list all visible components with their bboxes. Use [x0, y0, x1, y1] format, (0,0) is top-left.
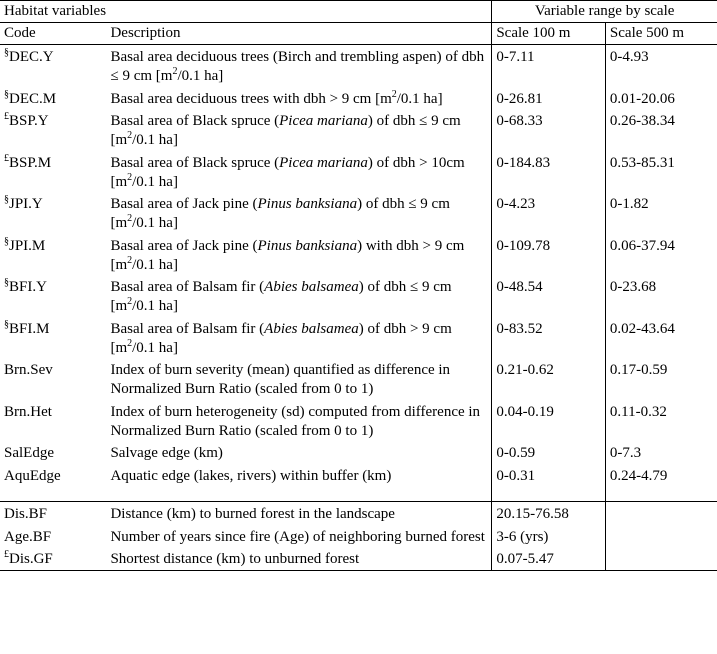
description-cell: Basal area of Jack pine (Pinus banksiana…	[106, 234, 491, 276]
description-cell: Number of years since fire (Age) of neig…	[106, 525, 491, 548]
code-cell: §JPI.Y	[0, 192, 106, 234]
scale-500-cell	[605, 501, 717, 524]
table-row: Brn.HetIndex of burn heterogeneity (sd) …	[0, 400, 717, 442]
scale-100-cell: 0-83.52	[492, 317, 606, 359]
scale-100-cell: 0.04-0.19	[492, 400, 606, 442]
code-cell: Brn.Het	[0, 400, 106, 442]
scale-100-cell: 0-68.33	[492, 109, 606, 151]
table-row: £BSP.YBasal area of Black spruce (Picea …	[0, 109, 717, 151]
description-cell: Salvage edge (km)	[106, 441, 491, 464]
table-row: Age.BFNumber of years since fire (Age) o…	[0, 525, 717, 548]
header-code: Code	[0, 23, 106, 45]
section-separator	[0, 487, 717, 502]
scale-100-cell: 0-109.78	[492, 234, 606, 276]
description-cell: Basal area of Balsam fir (Abies balsamea…	[106, 275, 491, 317]
scale-500-cell: 0.01-20.06	[605, 87, 717, 110]
table-row: Dis.BFDistance (km) to burned forest in …	[0, 501, 717, 524]
scale-500-cell: 0.53-85.31	[605, 151, 717, 193]
table-row: Brn.SevIndex of burn severity (mean) qua…	[0, 358, 717, 400]
description-cell: Basal area deciduous trees (Birch and tr…	[106, 45, 491, 87]
description-cell: Basal area of Jack pine (Pinus banksiana…	[106, 192, 491, 234]
scale-500-cell: 0.24-4.79	[605, 464, 717, 487]
scale-500-cell: 0.06-37.94	[605, 234, 717, 276]
code-cell: §DEC.M	[0, 87, 106, 110]
table-row: §JPI.YBasal area of Jack pine (Pinus ban…	[0, 192, 717, 234]
scale-100-cell: 0.07-5.47	[492, 547, 606, 570]
code-cell: SalEdge	[0, 441, 106, 464]
scale-500-cell: 0.17-0.59	[605, 358, 717, 400]
code-cell: £Dis.GF	[0, 547, 106, 570]
description-cell: Distance (km) to burned forest in the la…	[106, 501, 491, 524]
code-cell: Age.BF	[0, 525, 106, 548]
header-scale-100: Scale 100 m	[492, 23, 606, 45]
scale-100-cell: 0-48.54	[492, 275, 606, 317]
code-cell: §BFI.Y	[0, 275, 106, 317]
scale-500-cell: 0-4.93	[605, 45, 717, 87]
code-cell: AquEdge	[0, 464, 106, 487]
scale-100-cell: 0-0.31	[492, 464, 606, 487]
table-row: SalEdgeSalvage edge (km)0-0.590-7.3	[0, 441, 717, 464]
habitat-variables-table: Habitat variables Variable range by scal…	[0, 0, 717, 571]
scale-100-cell: 0-4.23	[492, 192, 606, 234]
code-cell: §DEC.Y	[0, 45, 106, 87]
code-cell: £BSP.M	[0, 151, 106, 193]
scale-500-cell: 0-1.82	[605, 192, 717, 234]
scale-100-cell: 0-184.83	[492, 151, 606, 193]
scale-100-cell: 0-0.59	[492, 441, 606, 464]
description-cell: Index of burn severity (mean) quantified…	[106, 358, 491, 400]
scale-100-cell: 20.15-76.58	[492, 501, 606, 524]
code-cell: §JPI.M	[0, 234, 106, 276]
header-description: Description	[106, 23, 491, 45]
scale-500-cell: 0.11-0.32	[605, 400, 717, 442]
description-cell: Basal area of Black spruce (Picea marian…	[106, 151, 491, 193]
scale-500-cell	[605, 547, 717, 570]
description-cell: Basal area of Balsam fir (Abies balsamea…	[106, 317, 491, 359]
scale-500-cell: 0-23.68	[605, 275, 717, 317]
description-cell: Basal area deciduous trees with dbh > 9 …	[106, 87, 491, 110]
scale-100-cell: 0-26.81	[492, 87, 606, 110]
code-cell: §BFI.M	[0, 317, 106, 359]
description-cell: Basal area of Black spruce (Picea marian…	[106, 109, 491, 151]
code-cell: £BSP.Y	[0, 109, 106, 151]
scale-500-cell	[605, 525, 717, 548]
table-row: £BSP.MBasal area of Black spruce (Picea …	[0, 151, 717, 193]
description-cell: Index of burn heterogeneity (sd) compute…	[106, 400, 491, 442]
scale-500-cell: 0.26-38.34	[605, 109, 717, 151]
table-row: AquEdgeAquatic edge (lakes, rivers) with…	[0, 464, 717, 487]
header-range: Variable range by scale	[492, 1, 717, 23]
code-cell: Dis.BF	[0, 501, 106, 524]
table-row: §BFI.YBasal area of Balsam fir (Abies ba…	[0, 275, 717, 317]
scale-100-cell: 0.21-0.62	[492, 358, 606, 400]
header-habitat: Habitat variables	[0, 1, 492, 23]
table-row: §DEC.MBasal area deciduous trees with db…	[0, 87, 717, 110]
table-row: §JPI.MBasal area of Jack pine (Pinus ban…	[0, 234, 717, 276]
scale-500-cell: 0-7.3	[605, 441, 717, 464]
table-row: £Dis.GFShortest distance (km) to unburne…	[0, 547, 717, 570]
scale-100-cell: 3-6 (yrs)	[492, 525, 606, 548]
description-cell: Shortest distance (km) to unburned fores…	[106, 547, 491, 570]
table-row: §BFI.MBasal area of Balsam fir (Abies ba…	[0, 317, 717, 359]
header-scale-500: Scale 500 m	[605, 23, 717, 45]
table-row: §DEC.YBasal area deciduous trees (Birch …	[0, 45, 717, 87]
scale-100-cell: 0-7.11	[492, 45, 606, 87]
code-cell: Brn.Sev	[0, 358, 106, 400]
scale-500-cell: 0.02-43.64	[605, 317, 717, 359]
description-cell: Aquatic edge (lakes, rivers) within buff…	[106, 464, 491, 487]
